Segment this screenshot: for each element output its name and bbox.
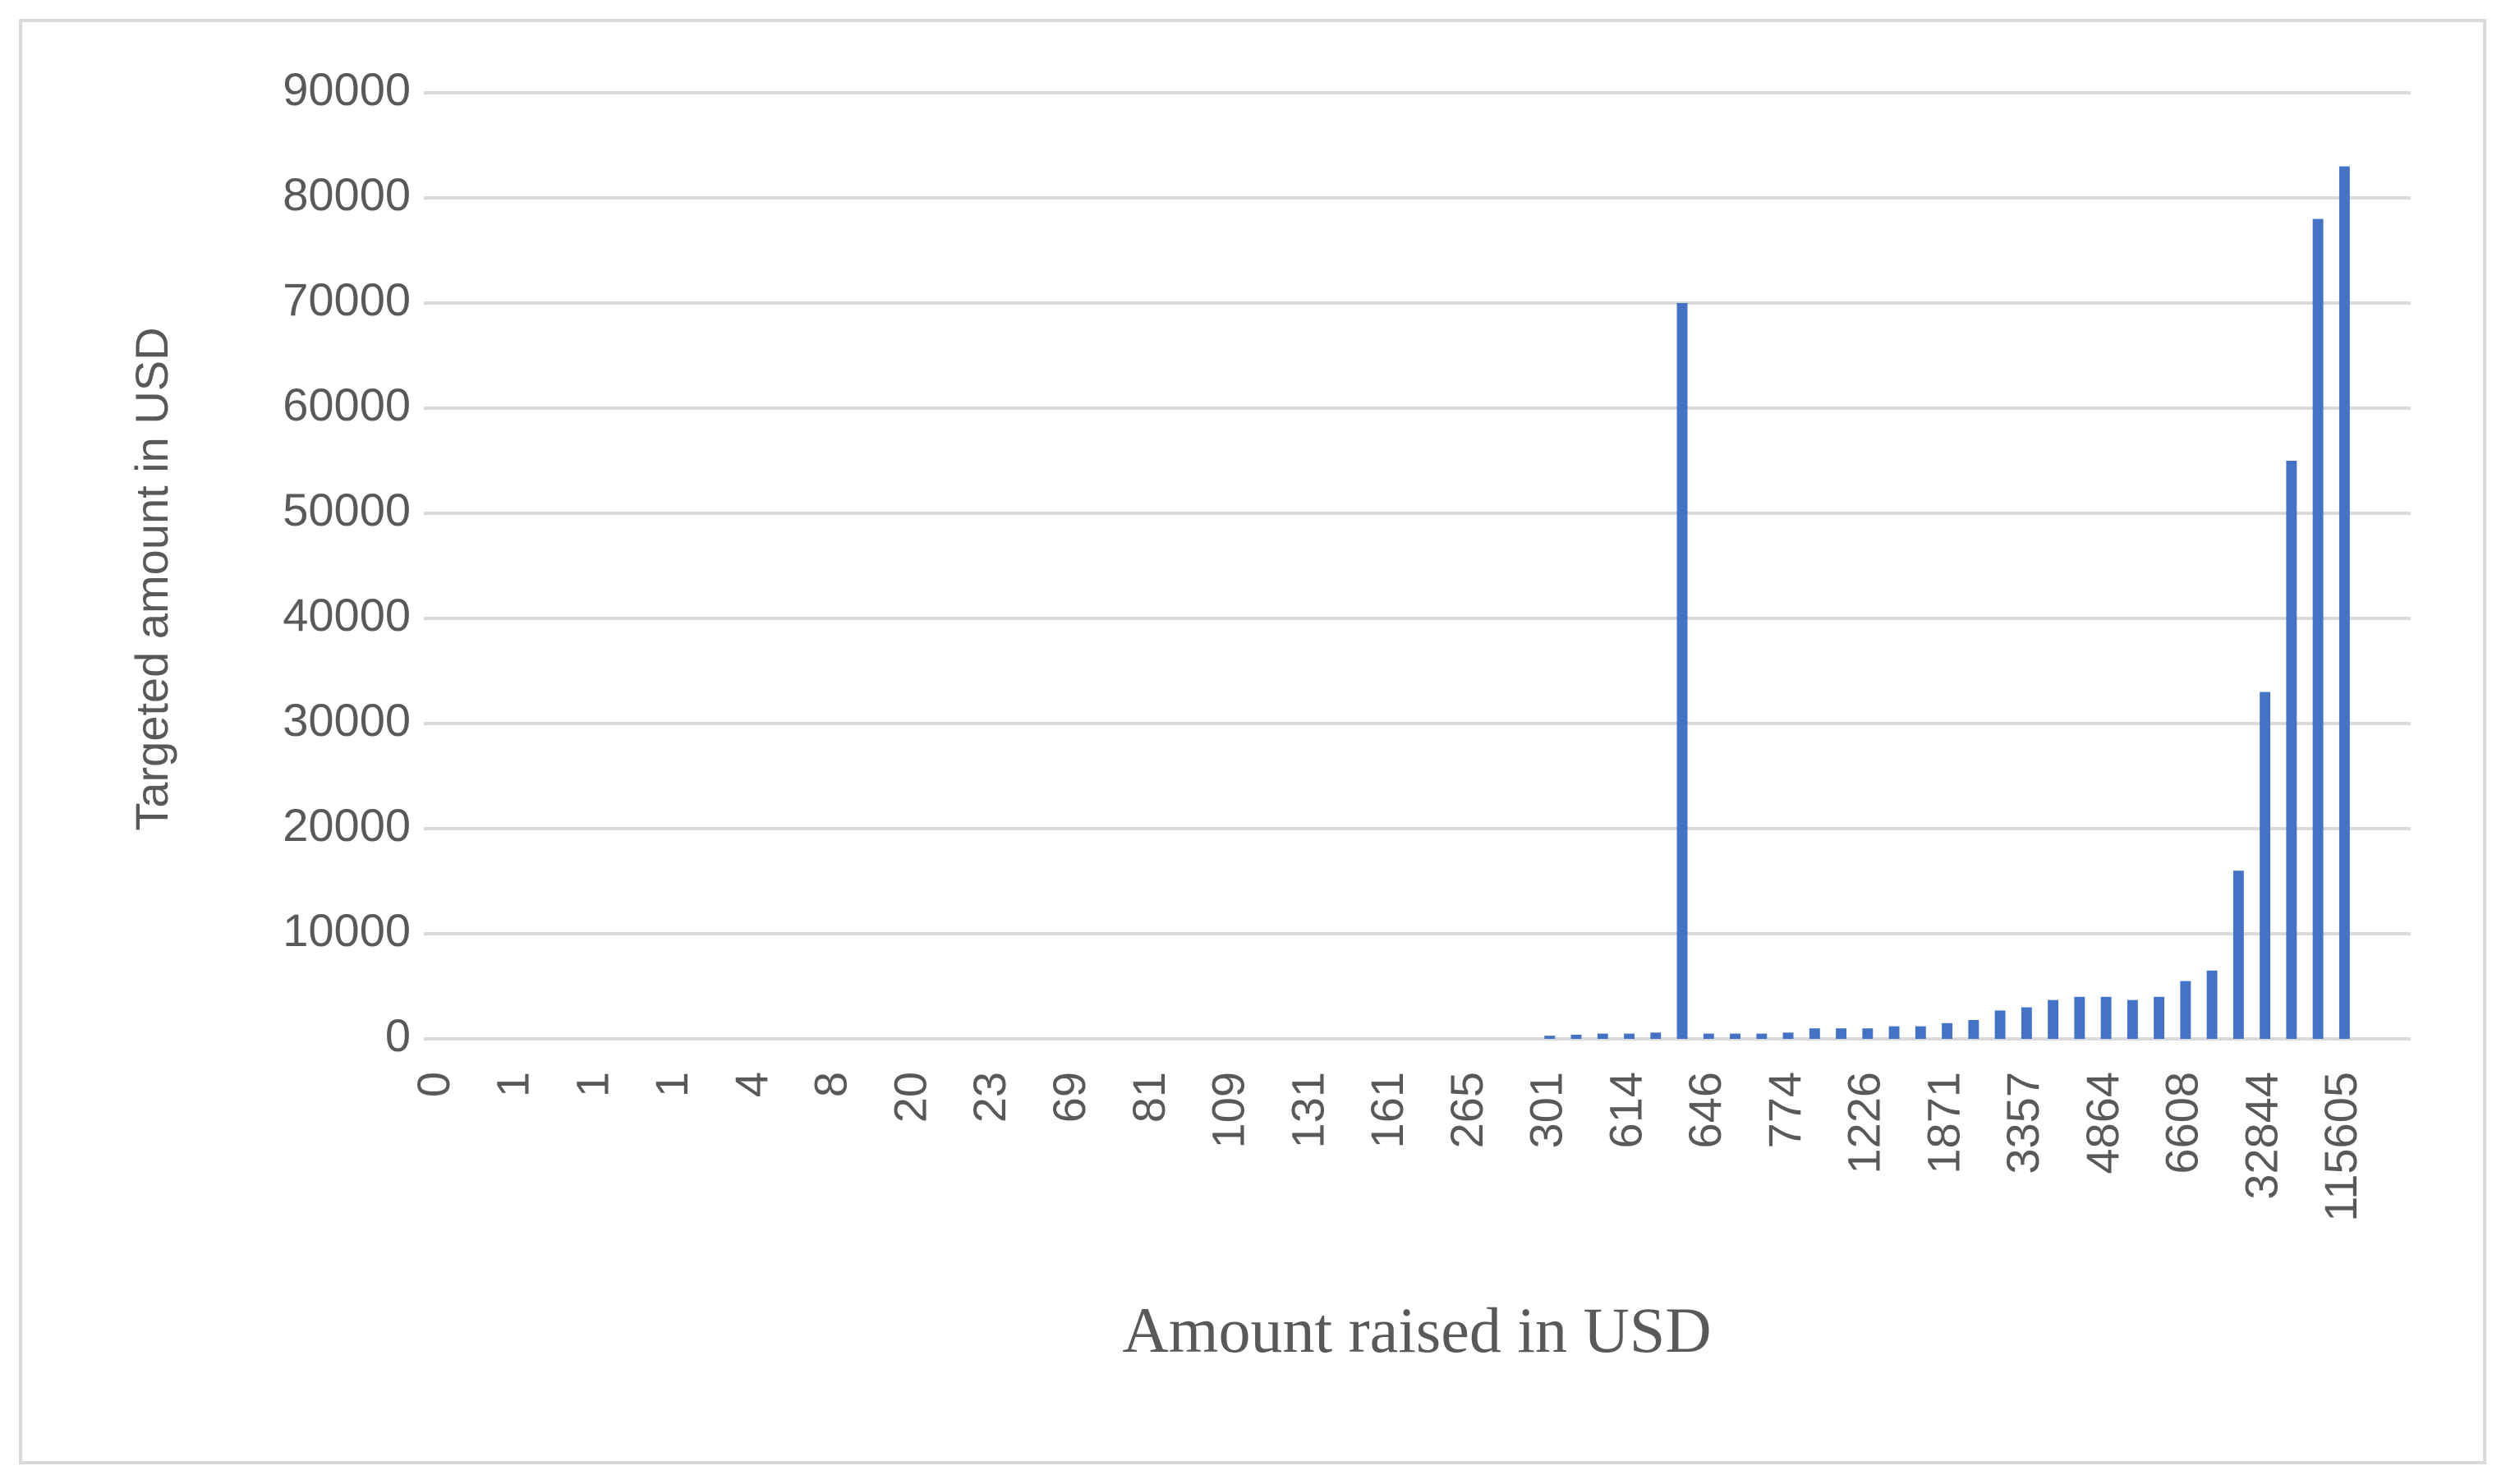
chart-border xyxy=(19,19,2486,1464)
bar xyxy=(2338,166,2350,1040)
bar xyxy=(2180,981,2191,1039)
bar xyxy=(1544,1036,1556,1039)
x-tick-label: 646 xyxy=(1679,1072,1731,1148)
x-tick-label: 4864 xyxy=(2076,1072,2128,1174)
x-axis-title: Amount raised in USD xyxy=(1122,1294,1711,1366)
bar xyxy=(2312,218,2324,1040)
bar xyxy=(1942,1022,1953,1039)
bar xyxy=(1809,1028,1820,1039)
bar xyxy=(2154,996,2165,1039)
y-tick-label: 40000 xyxy=(283,589,411,641)
bar xyxy=(1968,1019,1980,1039)
bar xyxy=(1730,1033,1740,1039)
x-tick-label: 1 xyxy=(487,1072,539,1097)
bar xyxy=(1888,1026,1900,1039)
x-tick-label: 69 xyxy=(1043,1072,1095,1123)
x-tick-label: 614 xyxy=(1599,1072,1651,1148)
x-tick-label: 265 xyxy=(1441,1072,1492,1148)
bar xyxy=(1836,1028,1847,1039)
bar xyxy=(1703,1033,1714,1039)
x-tick-label: 3357 xyxy=(1997,1072,2048,1174)
bar xyxy=(2260,691,2271,1039)
bar xyxy=(2127,999,2138,1039)
x-tick-label: 131 xyxy=(1281,1072,1333,1148)
bar xyxy=(1756,1033,1768,1039)
bar xyxy=(1915,1026,1926,1039)
bar xyxy=(1994,1010,2006,1039)
bar xyxy=(2206,970,2218,1039)
bar xyxy=(2021,1007,2032,1039)
y-tick-label: 30000 xyxy=(283,694,411,746)
x-tick-label: 1 xyxy=(566,1072,618,1097)
bar xyxy=(2100,996,2112,1039)
y-tick-label: 80000 xyxy=(283,168,411,220)
bar xyxy=(1570,1034,1582,1039)
bar xyxy=(1624,1033,1635,1039)
x-tick-label: 23 xyxy=(963,1072,1015,1123)
y-tick-label: 50000 xyxy=(283,484,411,535)
y-tick-label: 90000 xyxy=(283,63,411,115)
x-tick-label: 8 xyxy=(805,1072,857,1097)
x-tick-label: 301 xyxy=(1520,1072,1572,1148)
bar xyxy=(1782,1032,1794,1039)
x-tick-label: 1 xyxy=(646,1072,697,1097)
bar xyxy=(2232,871,2244,1039)
bar xyxy=(1650,1032,1662,1039)
bar xyxy=(2286,461,2297,1039)
x-tick-label: 161 xyxy=(1361,1072,1413,1148)
bar xyxy=(2048,999,2059,1039)
x-tick-label: 32844 xyxy=(2235,1072,2287,1200)
y-tick-label: 70000 xyxy=(283,273,411,325)
x-tick-label: 20 xyxy=(884,1072,936,1123)
x-tick-label: 6608 xyxy=(2156,1072,2208,1174)
bar xyxy=(2074,996,2085,1039)
y-tick-label: 60000 xyxy=(283,379,411,430)
y-tick-label: 10000 xyxy=(283,904,411,956)
x-tick-label: 1226 xyxy=(1838,1072,1890,1174)
x-tick-label: 1871 xyxy=(1917,1072,1969,1174)
y-tick-label: 0 xyxy=(385,1009,411,1061)
bar xyxy=(1597,1033,1608,1039)
x-tick-label: 774 xyxy=(1759,1072,1810,1148)
bar xyxy=(1862,1028,1874,1039)
y-axis-title: Targeted amount in USD xyxy=(126,327,177,830)
bar xyxy=(1676,303,1688,1039)
x-tick-label: 109 xyxy=(1202,1072,1254,1148)
x-tick-label: 0 xyxy=(407,1072,459,1097)
x-tick-label: 115605 xyxy=(2315,1072,2366,1222)
x-tick-label: 81 xyxy=(1123,1072,1175,1123)
y-tick-label: 20000 xyxy=(283,799,411,851)
x-tick-label: 4 xyxy=(725,1072,777,1097)
